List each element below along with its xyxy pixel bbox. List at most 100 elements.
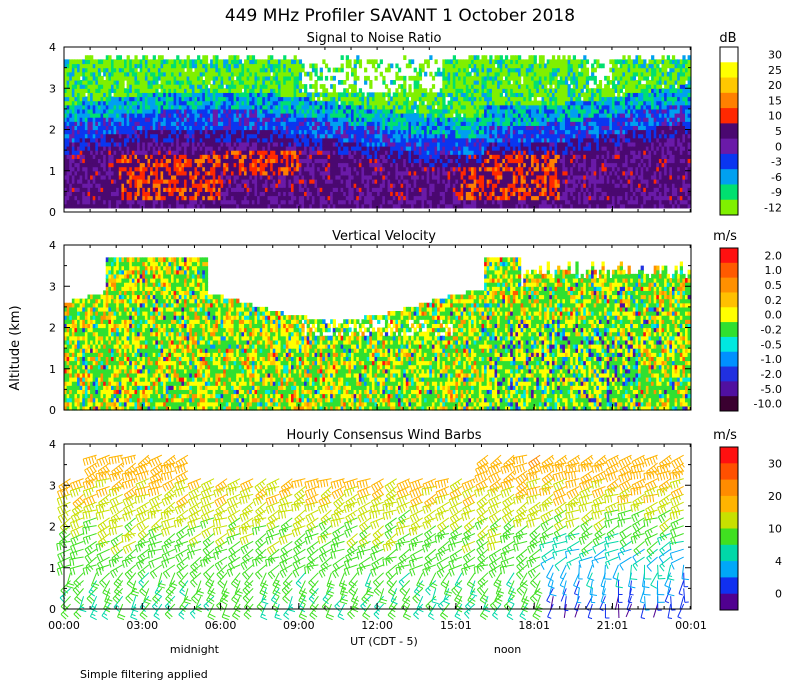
snr-cell: [157, 75, 162, 81]
snr-cell: [374, 187, 378, 192]
snr-cell: [262, 166, 266, 172]
snr-cell: [165, 174, 169, 180]
snr-cell: [416, 108, 420, 114]
snr-cell: [129, 162, 133, 168]
snr-cell: [137, 71, 141, 77]
snr-cell: [69, 162, 73, 168]
snr-cell: [264, 59, 269, 65]
snr-cell: [84, 187, 89, 192]
snr-cell: [267, 129, 271, 135]
snr-cell: [199, 67, 203, 73]
snr-cell: [228, 170, 232, 176]
snr-cell: [283, 174, 287, 180]
snr-cell: [416, 179, 420, 184]
snr-cell: [353, 121, 357, 126]
snr-cell: [254, 203, 258, 209]
snr-cell: [217, 67, 222, 73]
snr-cell: [220, 187, 224, 192]
snr-cell: [379, 191, 383, 197]
snr-cell: [272, 133, 276, 139]
snr-cell: [277, 80, 282, 85]
snr-cell: [173, 71, 177, 77]
snr-cell: [434, 137, 438, 143]
snr-cell: [358, 125, 363, 131]
snr-cell: [95, 88, 99, 93]
snr-cell: [426, 129, 430, 135]
snr-cell: [66, 75, 70, 81]
snr-cell: [225, 154, 229, 159]
snr-cell: [324, 203, 329, 209]
snr-cell: [361, 146, 365, 151]
snr-cell: [82, 141, 86, 147]
snr-cell: [97, 191, 102, 197]
snr-cell: [366, 170, 370, 176]
snr-cell: [194, 117, 198, 122]
snr-cell: [345, 133, 350, 139]
snr-cell: [100, 158, 104, 164]
snr-cell: [110, 100, 115, 106]
snr-cell: [228, 71, 232, 77]
snr-cell: [408, 75, 412, 81]
snr-cell: [408, 121, 412, 126]
snr-cell: [189, 84, 193, 89]
snr-cell: [424, 166, 428, 172]
snr-cell: [165, 59, 169, 65]
snr-cell: [97, 63, 102, 69]
snr-cell: [217, 75, 222, 81]
snr-cell: [121, 146, 125, 151]
snr-cell: [212, 125, 216, 131]
snr-cell: [113, 179, 117, 184]
snr-cell: [163, 80, 167, 85]
snr-cell: [361, 137, 365, 143]
snr-cell: [212, 146, 216, 151]
snr-cell: [64, 146, 68, 151]
snr-cell: [225, 187, 229, 192]
snr-cell: [131, 121, 136, 126]
snr-cell: [217, 174, 222, 180]
snr-cell: [319, 146, 323, 151]
snr-cell: [361, 117, 365, 122]
snr-cell: [100, 133, 104, 139]
snr-cell: [337, 179, 342, 184]
snr-cell: [199, 141, 203, 147]
snr-cell: [249, 100, 253, 106]
snr-cell: [181, 96, 185, 102]
snr-cell: [251, 199, 256, 205]
snr-cell: [293, 71, 297, 77]
snr-cell: [92, 150, 96, 155]
snr-cell: [296, 117, 300, 122]
snr-cell: [129, 170, 133, 176]
snr-cell: [137, 191, 141, 197]
snr-cell: [254, 121, 258, 126]
snr-cell: [330, 183, 334, 188]
snr-cell: [189, 191, 193, 197]
snr-cell: [426, 187, 430, 192]
snr-cell: [100, 195, 104, 201]
snr-cell: [113, 166, 117, 172]
snr-cell: [434, 146, 438, 151]
snr-cell: [77, 154, 81, 159]
snr-cell: [327, 67, 331, 73]
snr-cell: [327, 96, 331, 102]
snr-cell: [168, 84, 172, 89]
snr-cell: [408, 146, 412, 151]
snr-cell: [181, 129, 185, 135]
snr-cell: [257, 88, 261, 93]
snr-cell: [257, 150, 261, 155]
snr-cell: [387, 166, 391, 172]
snr-cell: [95, 195, 99, 201]
snr-cell: [160, 75, 164, 81]
snr-cell: [189, 203, 193, 209]
snr-cell: [116, 96, 120, 102]
snr-cell: [351, 183, 355, 188]
snr-cell: [267, 133, 271, 139]
snr-cell: [210, 104, 214, 110]
snr-cell: [434, 162, 438, 168]
snr-cell: [181, 63, 185, 69]
snr-cell: [397, 150, 402, 155]
snr-cell: [314, 170, 318, 176]
snr-cell: [283, 179, 287, 184]
snr-cell: [280, 71, 284, 77]
snr-cell: [293, 174, 297, 180]
snr-cell: [82, 199, 86, 205]
